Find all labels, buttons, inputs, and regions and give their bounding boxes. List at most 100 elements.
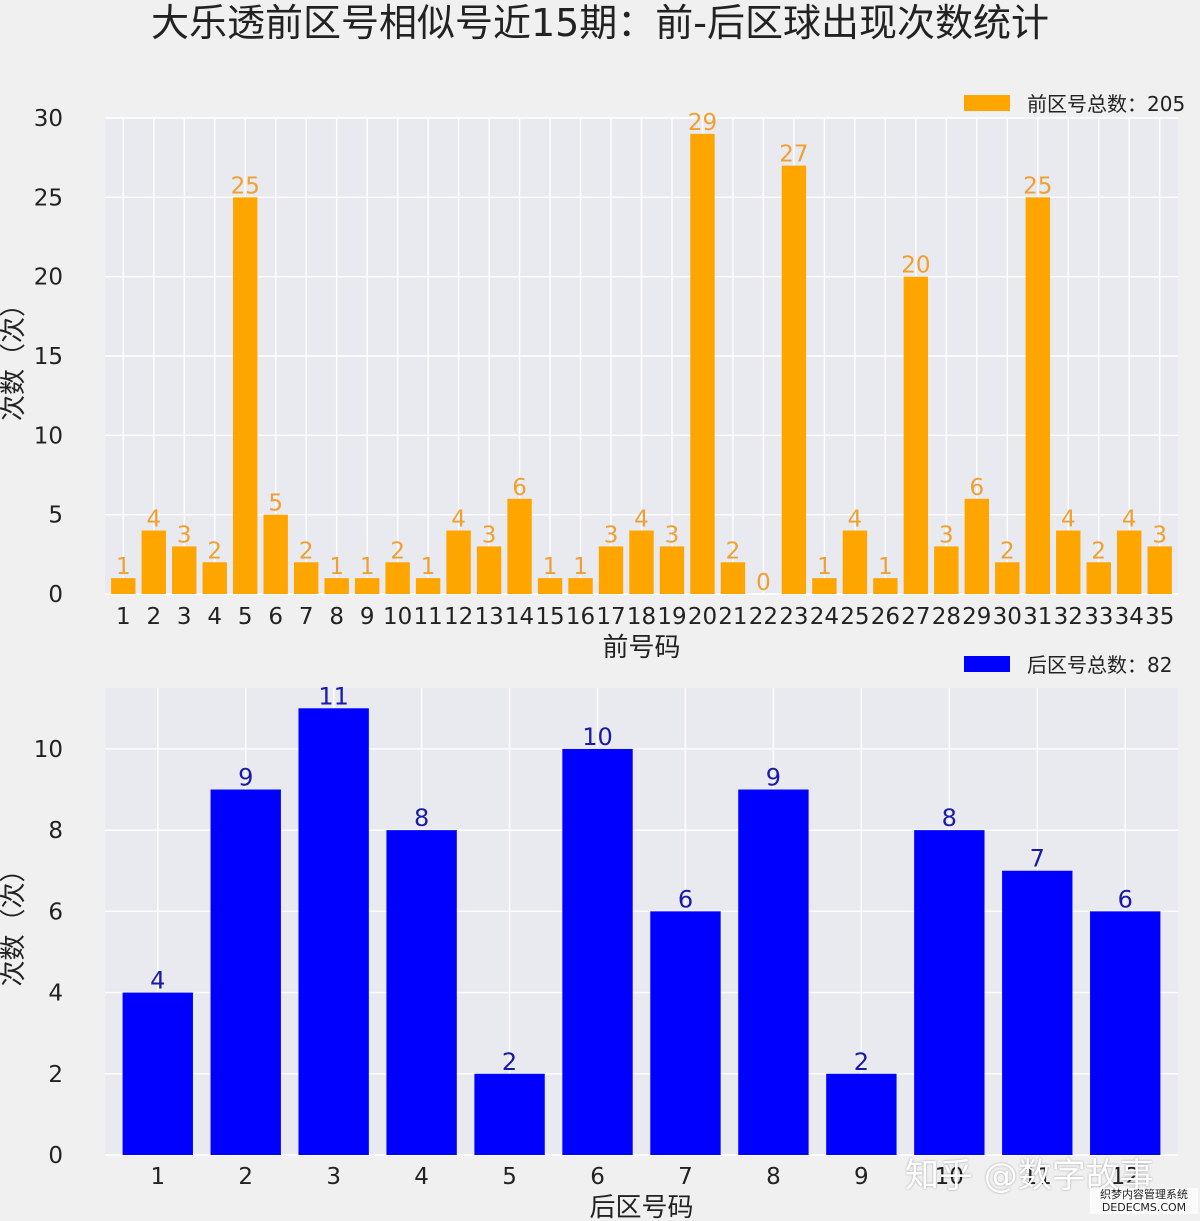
bar (1117, 530, 1142, 594)
bar-value-label: 1 (817, 554, 832, 580)
x-tick-label: 31 (1023, 604, 1052, 630)
bar (1056, 530, 1081, 594)
bar-value-label: 2 (1091, 538, 1106, 564)
y-tick-label: 25 (34, 185, 63, 211)
bar-value-label: 2 (207, 538, 222, 564)
x-tick-label: 28 (932, 604, 961, 630)
bar-value-label: 1 (543, 554, 558, 580)
bar-value-label: 6 (969, 475, 984, 501)
y-tick-label: 5 (48, 503, 63, 529)
bar-value-label: 8 (942, 804, 957, 832)
x-tick-label: 30 (993, 604, 1022, 630)
chart-title: 大乐透前区号相似号近15期：前-后区球出现次数统计 (150, 1, 1050, 45)
x-tick-label: 14 (505, 604, 534, 630)
bar-value-label: 4 (1122, 507, 1137, 533)
bar (934, 546, 959, 594)
x-tick-label: 22 (749, 604, 778, 630)
x-tick-label: 10 (935, 1164, 964, 1190)
bar (995, 562, 1020, 594)
bar-value-label: 4 (848, 507, 863, 533)
bar (386, 830, 457, 1155)
bar (629, 530, 654, 594)
bar-value-label: 11 (318, 682, 349, 710)
x-tick-label: 17 (596, 604, 625, 630)
x-tick-label: 5 (238, 604, 253, 630)
bar-value-label: 3 (604, 522, 619, 548)
bar (1086, 562, 1111, 594)
x-tick-label: 10 (383, 604, 412, 630)
site-watermark-line2: DEDECMS.COM (1101, 1201, 1187, 1214)
bar-value-label: 1 (329, 554, 344, 580)
y-tick-label: 0 (48, 1143, 63, 1169)
x-tick-label: 21 (718, 604, 747, 630)
bar (476, 546, 502, 594)
bar (537, 578, 563, 594)
x-tick-label: 2 (238, 1164, 253, 1190)
bar (415, 578, 441, 594)
bar-value-label: 27 (779, 142, 808, 168)
x-tick-label: 4 (207, 604, 222, 630)
bar-value-label: 3 (482, 522, 497, 548)
y-tick-label: 8 (48, 818, 63, 844)
bar (720, 562, 746, 594)
bar-value-label: 0 (756, 570, 771, 596)
bar (903, 276, 929, 594)
x-tick-label: 3 (326, 1164, 341, 1190)
bar (690, 133, 715, 594)
x-tick-label: 34 (1115, 604, 1144, 630)
bar-value-label: 3 (177, 522, 192, 548)
bar-value-label: 1 (878, 554, 893, 580)
bar (738, 789, 809, 1155)
bar (598, 546, 624, 594)
bar-value-label: 6 (1118, 885, 1133, 913)
bar (210, 789, 281, 1155)
x-tick-label: 12 (1111, 1164, 1140, 1190)
bar (659, 546, 685, 594)
x-tick-label: 18 (627, 604, 656, 630)
y-tick-label: 10 (34, 737, 63, 763)
x-tick-label: 8 (329, 604, 344, 630)
bar (1090, 911, 1161, 1155)
x-tick-label: 24 (810, 604, 839, 630)
bar (842, 530, 868, 594)
x-tick-label: 1 (150, 1164, 165, 1190)
bar-value-label: 25 (1023, 173, 1052, 199)
bar (111, 578, 136, 594)
bar (507, 498, 532, 594)
bar-value-label: 9 (766, 764, 781, 792)
x-tick-label: 9 (360, 604, 375, 630)
bar (202, 562, 227, 594)
y-axis-label: 次数（次） (0, 291, 29, 421)
plot-area-2 (105, 688, 1178, 1155)
bar (781, 165, 807, 594)
bar (812, 578, 837, 594)
x-tick-label: 11 (413, 604, 442, 630)
bar-value-label: 3 (1152, 522, 1167, 548)
x-tick-label: 6 (590, 1164, 605, 1190)
x-tick-label: 2 (146, 604, 161, 630)
x-tick-label: 4 (414, 1164, 429, 1190)
bar-value-label: 2 (299, 538, 314, 564)
bar-value-label: 1 (360, 554, 375, 580)
bar (873, 578, 898, 594)
x-tick-label: 9 (854, 1164, 869, 1190)
x-tick-label: 16 (566, 604, 595, 630)
bar-value-label: 2 (854, 1048, 869, 1076)
y-tick-label: 15 (34, 344, 63, 370)
bar (354, 578, 380, 594)
x-tick-label: 15 (535, 604, 564, 630)
bar (324, 578, 349, 594)
x-axis-label: 后区号码 (589, 1193, 693, 1221)
bar-value-label: 9 (238, 764, 253, 792)
x-tick-label: 33 (1084, 604, 1113, 630)
bar-value-label: 8 (414, 804, 429, 832)
bar (385, 562, 410, 594)
bar-value-label: 4 (634, 507, 649, 533)
bar-value-label: 3 (665, 522, 680, 548)
legend-label: 后区号总数：82 (1027, 653, 1172, 677)
x-tick-label: 25 (840, 604, 869, 630)
y-tick-label: 6 (48, 899, 63, 925)
x-tick-label: 29 (962, 604, 991, 630)
bar-value-label: 4 (1061, 507, 1076, 533)
